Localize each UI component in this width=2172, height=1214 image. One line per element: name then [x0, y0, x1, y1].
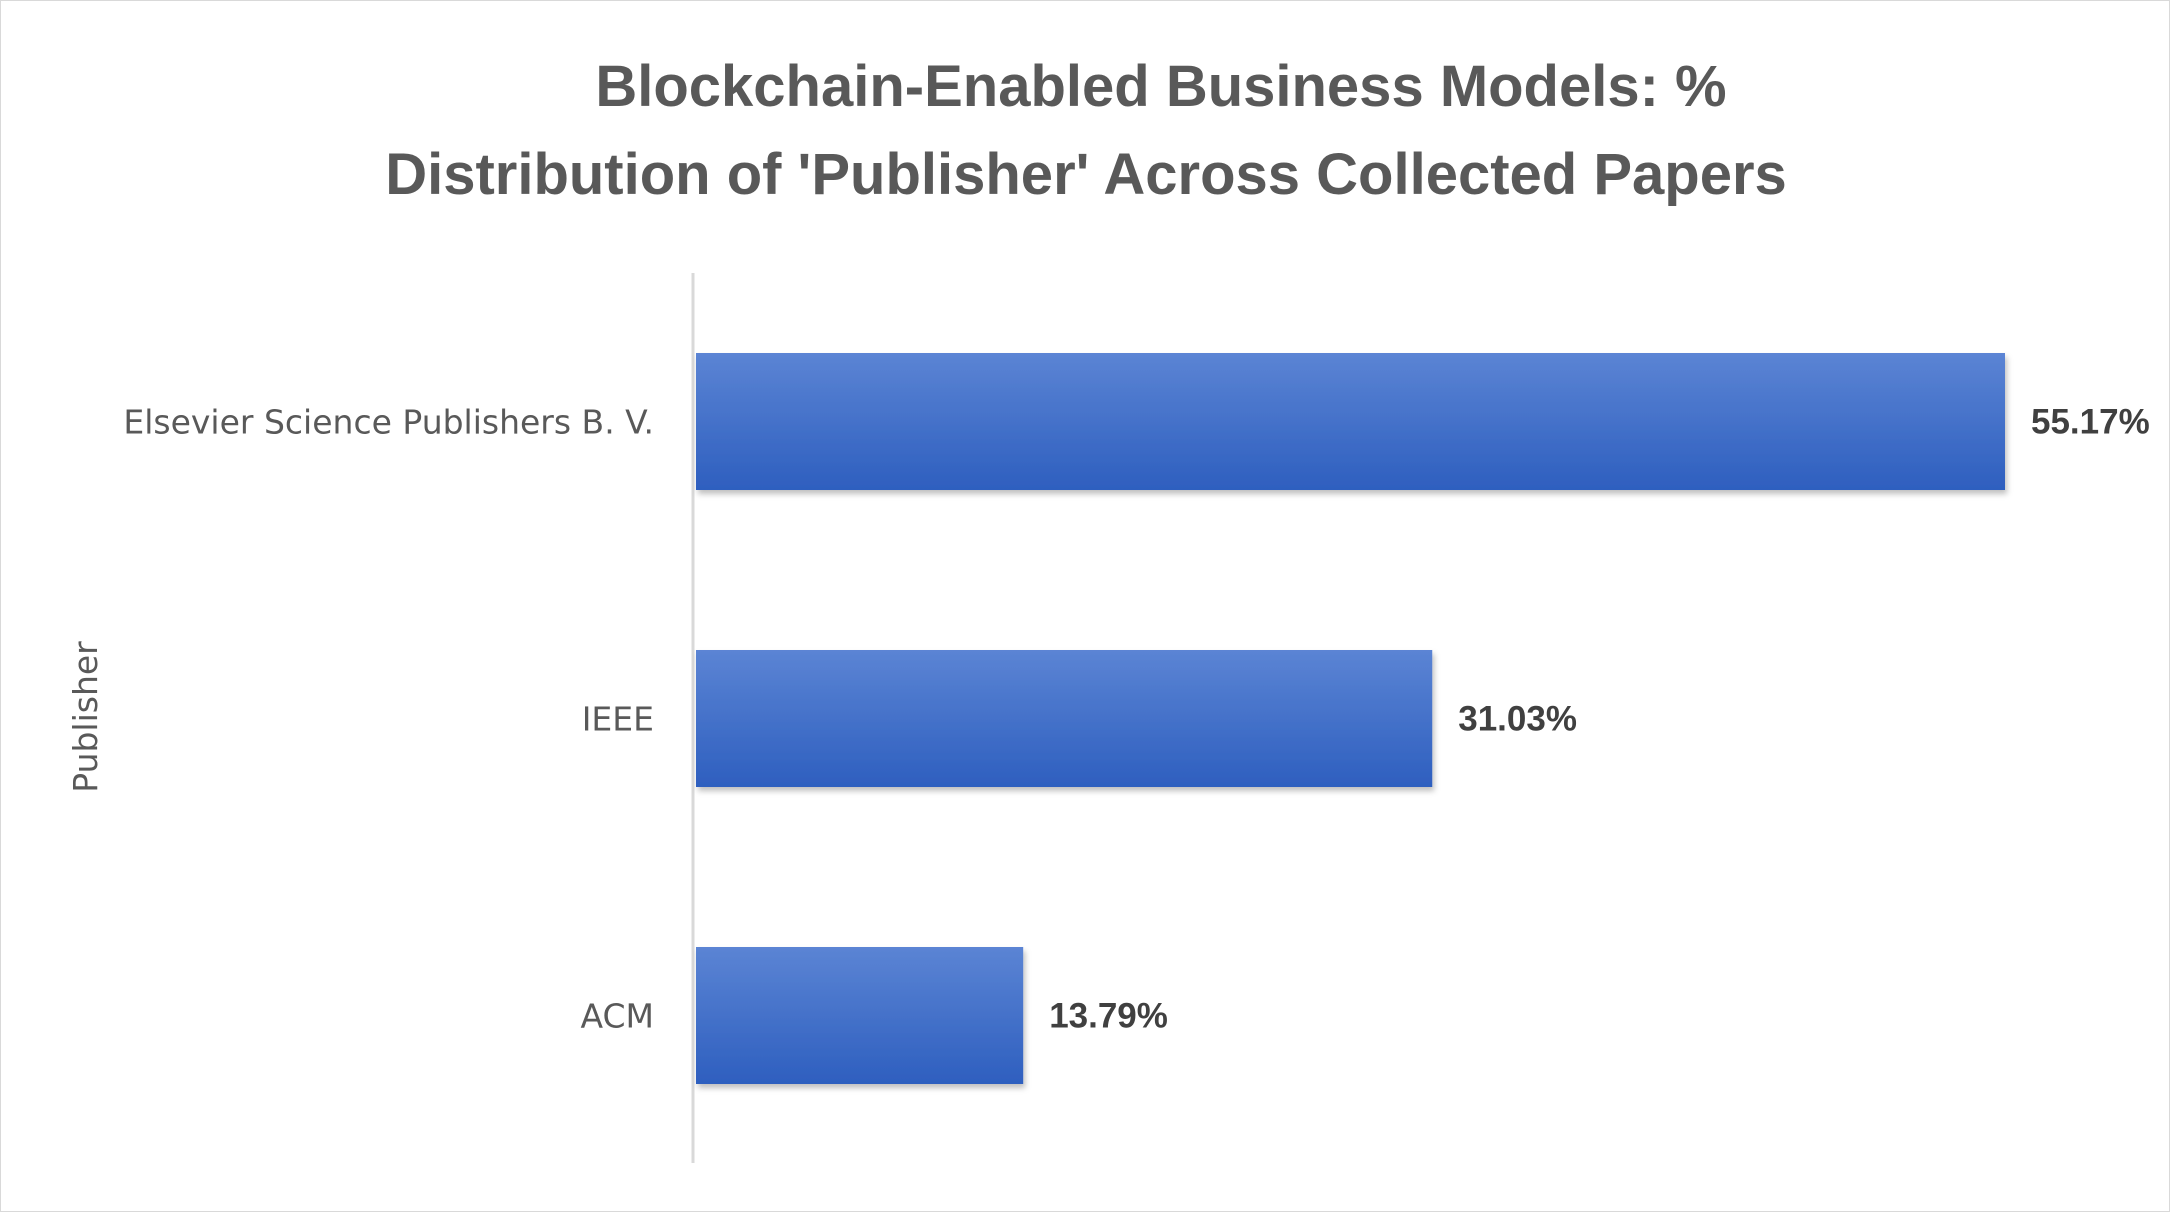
chart-title-line-1: Blockchain-Enabled Business Models: %	[595, 54, 1726, 119]
bar-2	[696, 947, 1024, 1084]
category-label-1: IEEE	[582, 700, 654, 739]
bar-1	[696, 650, 1433, 787]
data-label-0: 55.17%	[2031, 403, 2150, 442]
category-label-0: Elsevier Science Publishers B. V.	[123, 403, 654, 442]
bars-group: Elsevier Science Publishers B. V. 55.17% I…	[123, 353, 2150, 1084]
data-label-2: 13.79%	[1049, 997, 1168, 1036]
bar-0	[696, 353, 2005, 490]
category-label-2: ACM	[580, 997, 654, 1036]
data-label-1: 31.03%	[1458, 700, 1577, 739]
chart-title-line-2: Distribution of 'Publisher' Across Colle…	[385, 142, 1787, 207]
y-axis-title: Publisher	[66, 641, 105, 793]
